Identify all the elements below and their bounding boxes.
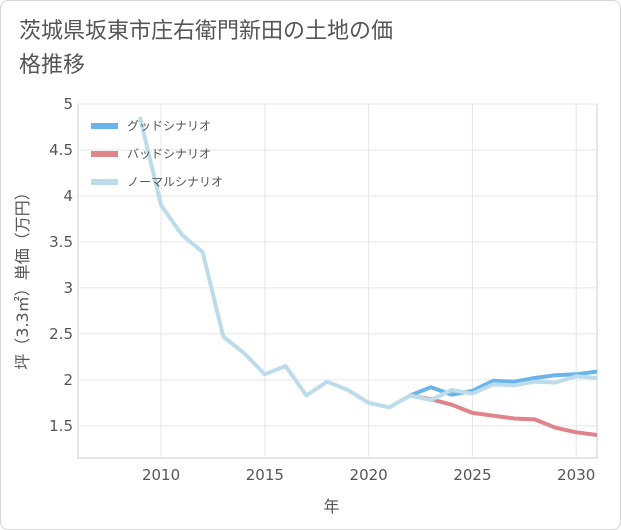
- x-tick-label: 2020: [350, 466, 388, 484]
- legend-label-3: ノーマルシナリオ: [127, 175, 223, 189]
- series-line-2: [408, 393, 597, 437]
- x-tick-label: 2030: [557, 466, 595, 484]
- y-tick-label: 2.5: [49, 325, 73, 343]
- y-tick-label: 3.5: [49, 233, 73, 251]
- series-line-1: [408, 369, 597, 398]
- legend-label-1: グッドシナリオ: [127, 119, 211, 133]
- x-tick-label: 2010: [142, 466, 180, 484]
- y-axis-label: 坪（3.3㎡）単価（万円）: [13, 184, 32, 369]
- x-tick-label: 2015: [246, 466, 284, 484]
- x-axis-label: 年: [323, 497, 339, 516]
- y-tick-label: 4: [63, 187, 73, 205]
- x-tick-label: 2025: [453, 466, 491, 484]
- y-tick-label: 4.5: [49, 141, 73, 159]
- y-tick-label: 1.5: [49, 417, 73, 435]
- y-tick-label: 3: [63, 279, 73, 297]
- series-line-3: [138, 116, 597, 410]
- chart-title: 茨城県坂東市庄右衛門新田の土地の価格推移: [19, 19, 394, 78]
- legend-label-2: バッドシナリオ: [127, 147, 211, 161]
- y-tick-label: 2: [63, 371, 73, 389]
- y-tick-label: 5: [63, 95, 73, 113]
